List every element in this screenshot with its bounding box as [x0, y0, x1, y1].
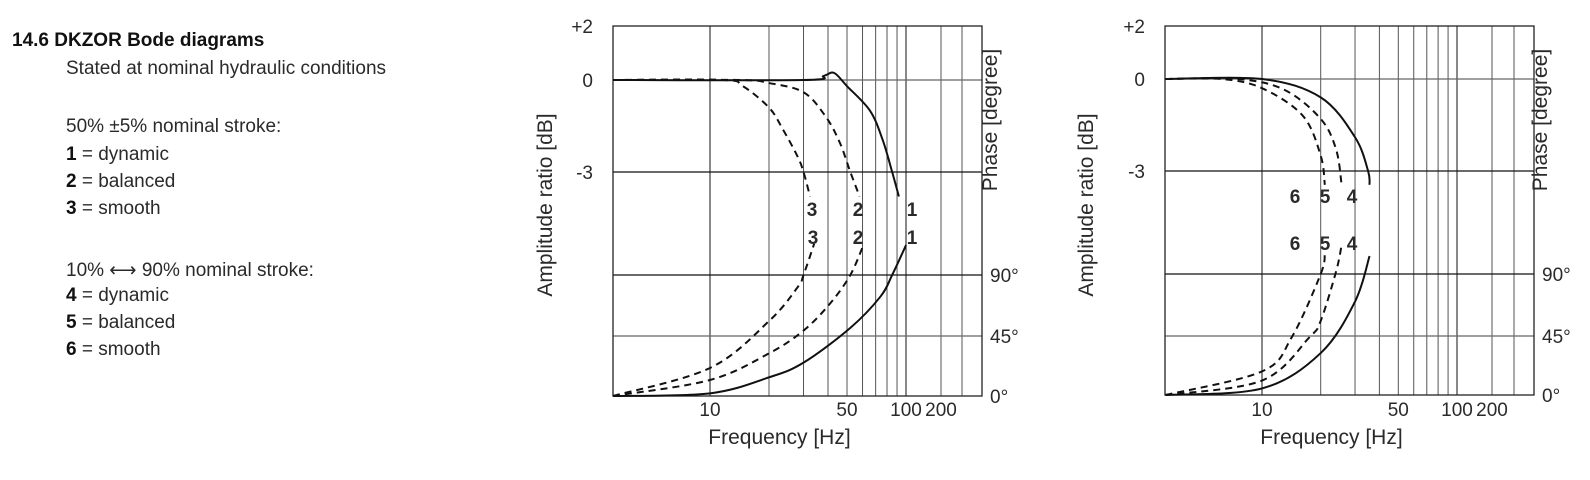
legend-item-3: 3 = smooth	[66, 198, 161, 220]
legend-item-4: 4 = dynamic	[66, 285, 169, 307]
curve-label-1: 1	[907, 200, 918, 221]
x-tick-label: 10	[699, 400, 720, 421]
plot-frame	[1164, 25, 1535, 396]
y-right-tick-label: 0°	[990, 387, 1008, 408]
legend-label: = balanced	[81, 171, 176, 192]
curve-label-6: 6	[1290, 187, 1301, 208]
y-right-axis-label: Phase [degree]	[979, 49, 1002, 191]
y-tick-label: 0	[582, 71, 593, 92]
y-right-tick-label: 90°	[1542, 265, 1571, 286]
y-tick-label: +2	[571, 17, 593, 38]
legend-item-1: 1 = dynamic	[66, 144, 169, 166]
curve-label-4: 4	[1347, 234, 1358, 255]
legend-label: = balanced	[81, 312, 176, 333]
y-axis-label: Amplitude ratio [dB]	[1075, 113, 1098, 296]
legend-num: 4	[66, 285, 77, 306]
legend-num: 6	[66, 339, 77, 360]
y-tick-label: -3	[576, 163, 593, 184]
group1-heading: 50% ±5% nominal stroke:	[66, 116, 282, 137]
legend-num: 2	[66, 171, 77, 192]
chart-2: +2 0 -3 90° 45° 0° 10 50 100 200 Frequency [Hz] Amp…	[1075, 17, 1571, 449]
series-phase-5	[1165, 244, 1343, 396]
series-amplitude-5	[1165, 77, 1343, 185]
group2-heading: 10% ⟷ 90% nominal stroke:	[66, 260, 314, 281]
series-amplitude-6	[1165, 77, 1326, 185]
curve-label-2: 2	[853, 228, 864, 249]
legend-label: = dynamic	[81, 285, 169, 306]
y-axis-label: Amplitude ratio [dB]	[534, 113, 557, 296]
y-tick-label: +2	[1123, 17, 1145, 38]
x-tick-label: 100	[1441, 400, 1473, 421]
series-amplitude-1	[613, 71, 900, 197]
y-tick-label: 0	[1134, 70, 1145, 91]
curve-label-5: 5	[1320, 187, 1331, 208]
legend-item-5: 5 = balanced	[66, 312, 175, 334]
curve-label-2: 2	[853, 200, 864, 221]
series-phase-4	[1165, 255, 1371, 396]
y-right-tick-label: 90°	[990, 266, 1019, 287]
x-tick-label: 100	[890, 400, 922, 421]
series-phase-2	[612, 243, 865, 397]
curve-label-6: 6	[1290, 234, 1301, 255]
legend-label: = smooth	[81, 339, 161, 360]
x-tick-label: 10	[1251, 400, 1272, 421]
series-amplitude-2	[613, 78, 861, 197]
curve-label-1: 1	[907, 228, 918, 249]
series-phase-6	[1165, 253, 1326, 396]
curve-label-3: 3	[807, 200, 818, 221]
legend-item-2: 2 = balanced	[66, 171, 175, 193]
x-axis-label: Frequency [Hz]	[1260, 426, 1402, 449]
y-right-axis-label: Phase [degree]	[1529, 49, 1552, 191]
section-title: 14.6 DKZOR Bode diagrams	[12, 30, 265, 51]
series-phase-3	[612, 243, 816, 397]
series-amplitude-3	[613, 78, 812, 197]
y-right-tick-label: 45°	[990, 327, 1019, 348]
legend-label: = dynamic	[81, 144, 169, 165]
series-amplitude-4	[1165, 76, 1371, 185]
legend-num: 1	[66, 144, 77, 165]
y-right-tick-label: 45°	[1542, 327, 1571, 348]
legend-num: 3	[66, 198, 77, 219]
plot-frame	[612, 25, 983, 397]
legend-num: 5	[66, 312, 77, 333]
y-right-tick-label: 0°	[1542, 386, 1560, 407]
chart-1: +2 0 -3 90° 45° 0° 10 50 100 200 Frequency [Hz] Amp…	[534, 17, 1019, 449]
series-phase-1	[612, 244, 907, 397]
x-tick-label: 50	[1388, 400, 1409, 421]
subtitle: Stated at nominal hydraulic conditions	[66, 58, 387, 79]
x-tick-label: 50	[836, 400, 857, 421]
x-axis-label: Frequency [Hz]	[708, 426, 850, 449]
legend-item-6: 6 = smooth	[66, 339, 161, 361]
x-tick-label: 200	[925, 400, 957, 421]
y-tick-label: -3	[1128, 162, 1145, 183]
legend-label: = smooth	[81, 198, 161, 219]
curve-label-3: 3	[808, 228, 819, 249]
curve-label-5: 5	[1320, 234, 1331, 255]
x-tick-label: 200	[1476, 400, 1508, 421]
curve-label-4: 4	[1347, 187, 1358, 208]
